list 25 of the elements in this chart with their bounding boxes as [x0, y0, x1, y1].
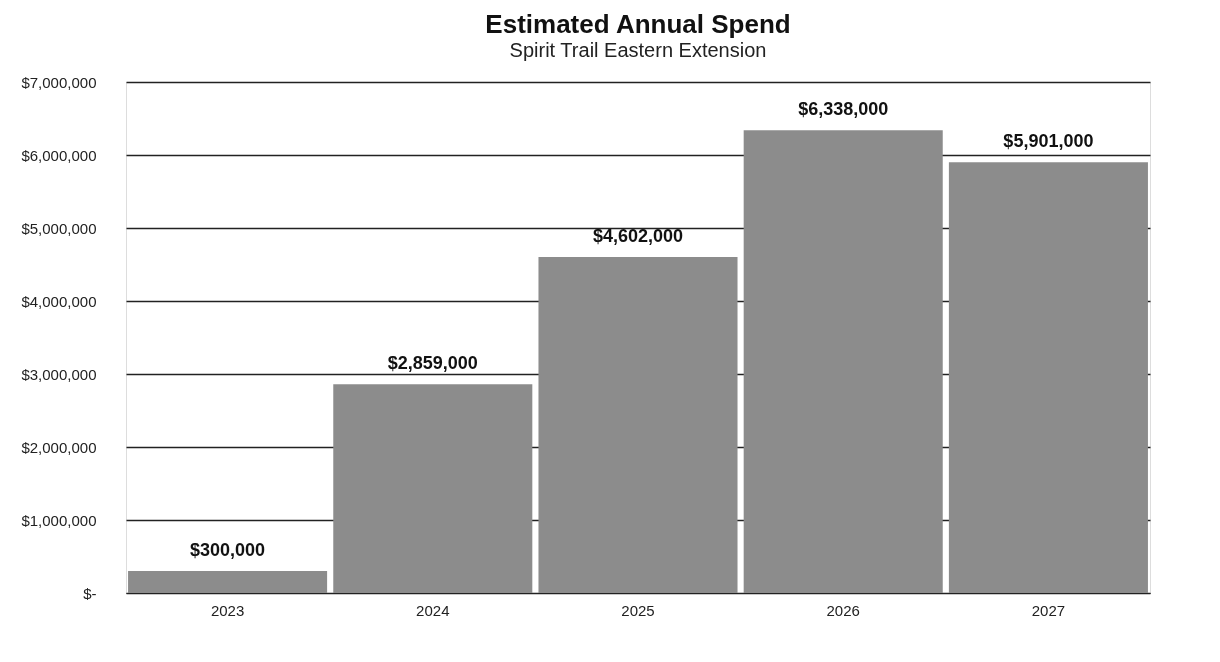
y-tick-label: $-	[83, 584, 97, 602]
x-tick-label: 2024	[416, 601, 450, 619]
bar	[538, 257, 738, 593]
data-label: $4,602,000	[592, 226, 684, 247]
chart-title: Estimated Annual Spend	[485, 9, 791, 39]
y-tick-label: $6,000,000	[21, 146, 97, 164]
data-label: $6,338,000	[798, 99, 889, 120]
bar	[743, 130, 943, 593]
x-tick-label: 2023	[210, 601, 245, 619]
data-label: $5,901,000	[1003, 131, 1094, 152]
bar	[948, 162, 1148, 593]
data-label: $300,000	[190, 540, 266, 561]
chart-subtitle: Spirit Trail Eastern Extension	[509, 39, 767, 61]
y-tick-label: $1,000,000	[21, 511, 97, 529]
bar	[128, 571, 328, 593]
y-tick-label: $4,000,000	[21, 292, 97, 310]
bar	[333, 384, 533, 593]
y-tick-label: $7,000,000	[21, 73, 97, 91]
x-tick-label: 2026	[826, 601, 860, 619]
x-tick-label: 2025	[621, 601, 655, 619]
y-tick-label: $3,000,000	[21, 365, 97, 383]
y-tick-label: $5,000,000	[21, 219, 97, 237]
data-label: $2,859,000	[387, 353, 478, 374]
y-tick-label: $2,000,000	[21, 438, 97, 456]
x-tick-label: 2027	[1031, 601, 1066, 619]
